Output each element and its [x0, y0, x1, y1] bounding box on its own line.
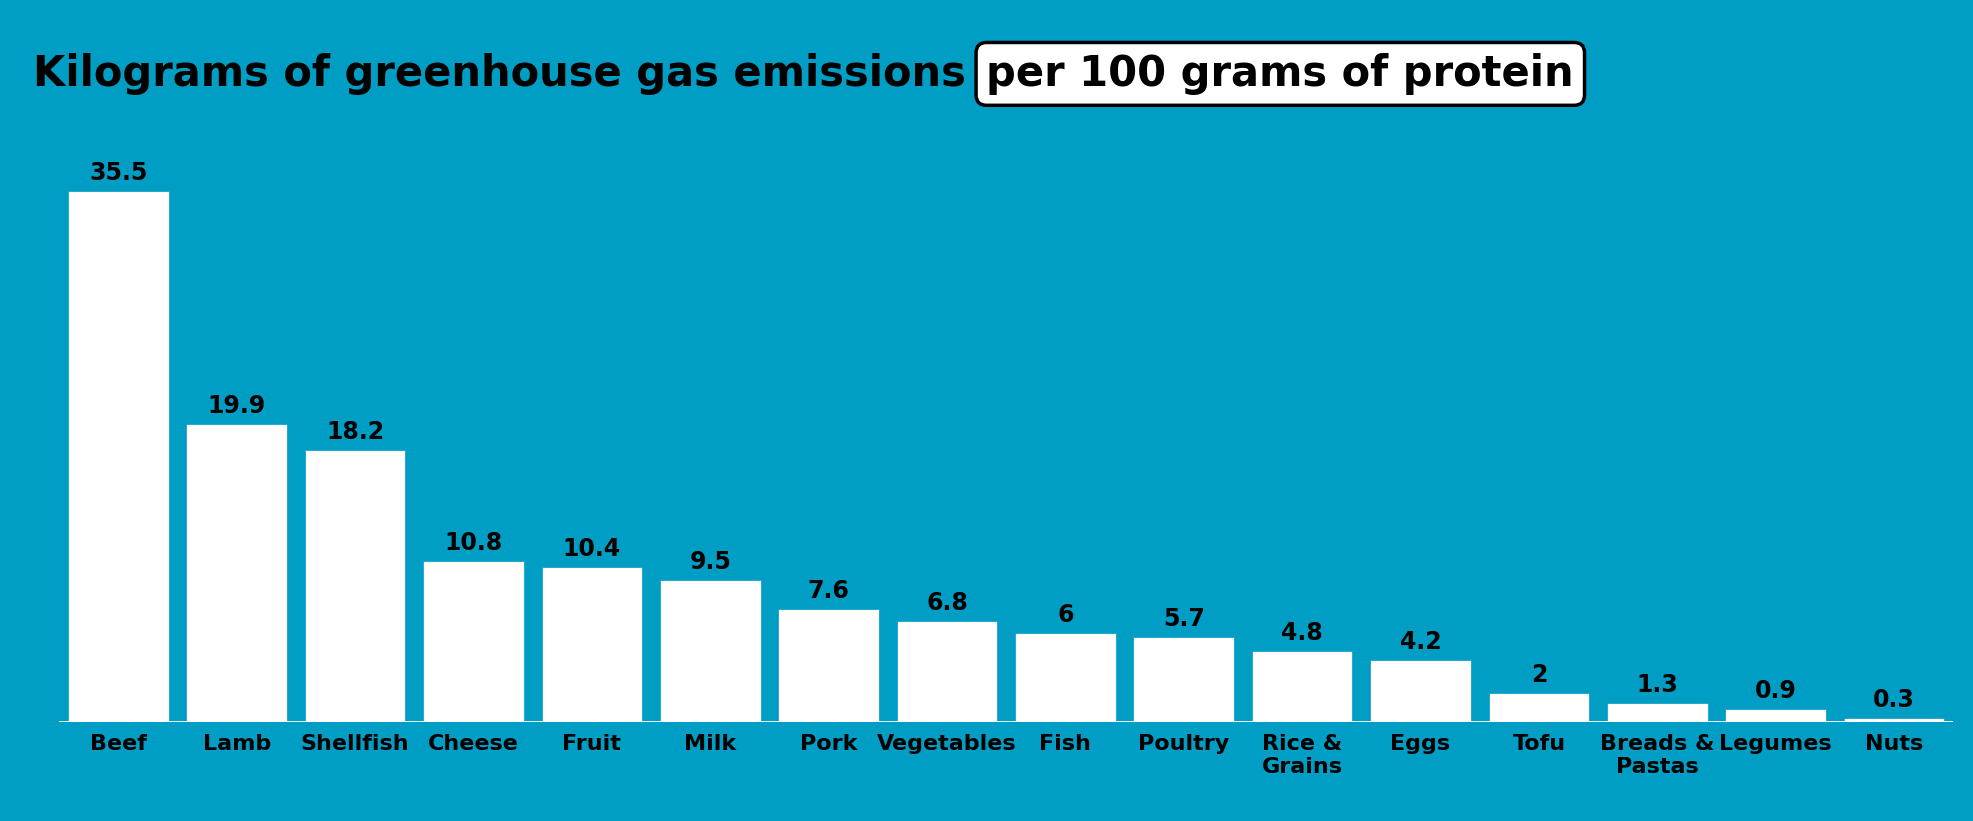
Bar [777, 608, 878, 722]
Bar [896, 621, 996, 722]
Text: 10.4: 10.4 [562, 537, 621, 561]
Text: 7.6: 7.6 [807, 579, 850, 603]
Bar [1014, 632, 1117, 722]
Bar [1369, 659, 1470, 722]
Bar [541, 566, 643, 722]
Text: 6: 6 [1058, 603, 1073, 626]
Text: 0.3: 0.3 [1872, 688, 1916, 712]
Bar [422, 561, 525, 722]
Bar [1488, 693, 1588, 722]
Text: per 100 grams of protein: per 100 grams of protein [986, 53, 1574, 95]
Text: 0.9: 0.9 [1754, 679, 1797, 703]
Text: 4.2: 4.2 [1399, 630, 1442, 654]
Bar [659, 580, 760, 722]
Bar [304, 450, 406, 722]
Text: 2: 2 [1531, 663, 1547, 686]
Text: 9.5: 9.5 [689, 550, 732, 574]
Text: Kilograms of greenhouse gas emissions: Kilograms of greenhouse gas emissions [34, 53, 981, 95]
Text: 18.2: 18.2 [326, 420, 385, 444]
Text: 5.7: 5.7 [1162, 607, 1206, 631]
Text: 4.8: 4.8 [1280, 621, 1324, 644]
Text: 6.8: 6.8 [925, 590, 969, 615]
Text: 19.9: 19.9 [207, 394, 266, 419]
Text: 10.8: 10.8 [444, 530, 503, 555]
Bar [1724, 709, 1827, 722]
Bar [1253, 650, 1353, 722]
Text: 35.5: 35.5 [89, 161, 148, 185]
Bar [1606, 703, 1707, 722]
Bar [1133, 637, 1235, 722]
Bar [67, 190, 168, 722]
Text: 1.3: 1.3 [1636, 673, 1679, 697]
Bar [185, 424, 288, 722]
Bar [1843, 718, 1943, 722]
